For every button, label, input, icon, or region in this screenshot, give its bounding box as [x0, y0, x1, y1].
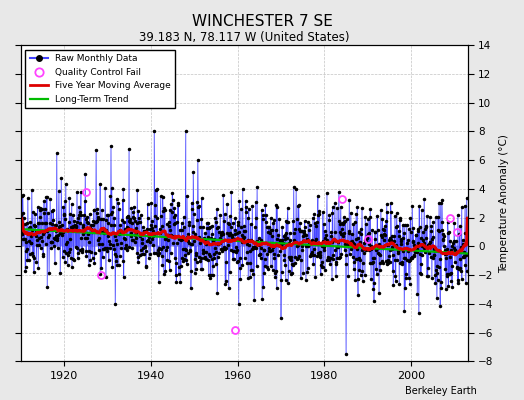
Legend: Raw Monthly Data, Quality Control Fail, Five Year Moving Average, Long-Term Tren: Raw Monthly Data, Quality Control Fail, …	[25, 50, 175, 108]
Y-axis label: Temperature Anomaly (°C): Temperature Anomaly (°C)	[499, 134, 509, 273]
Text: Berkeley Earth: Berkeley Earth	[405, 386, 477, 396]
Text: WINCHESTER 7 SE: WINCHESTER 7 SE	[192, 14, 332, 29]
Title: 39.183 N, 78.117 W (United States): 39.183 N, 78.117 W (United States)	[139, 31, 350, 44]
